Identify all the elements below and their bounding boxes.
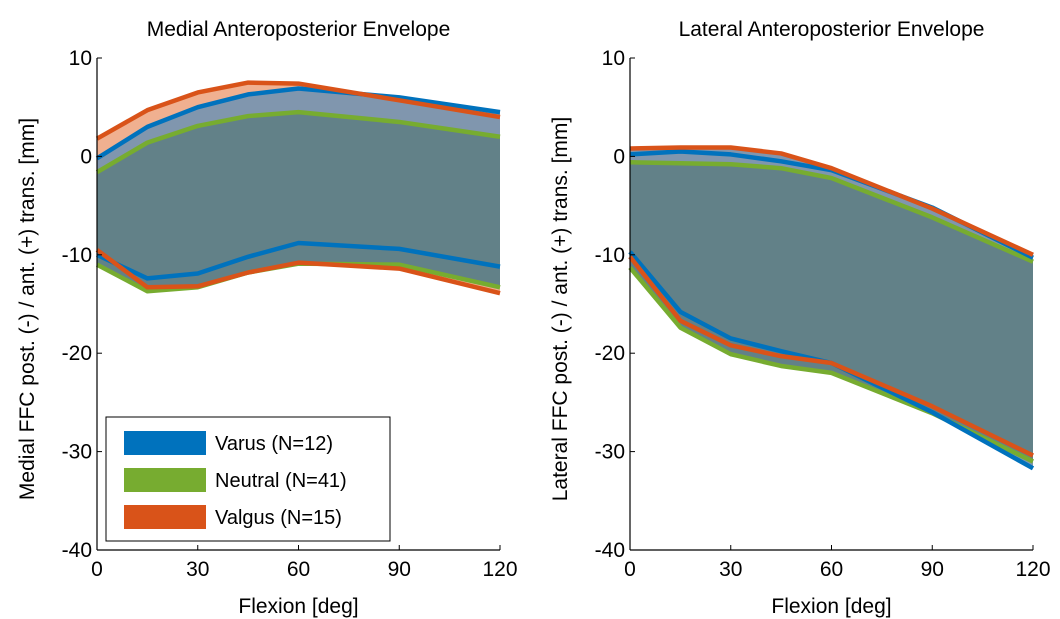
x-axis-label: Flexion [deg]	[771, 595, 891, 618]
legend-entry: Neutral (N=41)	[215, 470, 347, 492]
series-line-valgus-upper	[629, 145, 1034, 257]
y-tick-label: -40	[595, 539, 625, 562]
x-tick-label: 0	[91, 558, 103, 581]
x-tick-label: 0	[624, 558, 636, 581]
y-axis-label: Lateral FFC post. (-) / ant. (+) trans. …	[549, 117, 572, 502]
series-line-varus-lower	[628, 250, 1035, 471]
lateral-envelope-chart: 0 30 60 90 120 10 0 -10 -20 -30 -40 Lateral Anterop…	[549, 18, 1051, 618]
legend-swatch-varus	[124, 431, 206, 455]
envelope-fill-neutral	[97, 112, 500, 292]
x-axis-label: Flexion [deg]	[238, 595, 358, 618]
x-tick-label: 60	[287, 558, 310, 581]
y-tick-label: 10	[69, 47, 92, 70]
y-tick-label: -40	[62, 539, 92, 562]
x-tick-label: 30	[186, 558, 209, 581]
series-line-varus-lower	[96, 240, 501, 281]
series-line-neutral-upper	[95, 109, 501, 175]
series-line-neutral-upper	[629, 160, 1034, 264]
y-tick-label: -30	[62, 441, 92, 464]
x-tick-label: 120	[482, 558, 517, 581]
x-tick-label: 120	[1015, 558, 1050, 581]
series-line-valgus-lower	[95, 248, 501, 296]
envelope-fill-neutral	[630, 162, 1033, 462]
y-tick-label: 10	[602, 47, 625, 70]
y-tick-label: -30	[595, 441, 625, 464]
series-line-varus-upper	[95, 86, 501, 161]
y-tick-label: 0	[613, 145, 625, 168]
y-tick-label: -20	[595, 342, 625, 365]
legend-entry: Varus (N=12)	[215, 433, 333, 455]
y-tick-label: -10	[62, 244, 92, 267]
y-tick-label: -10	[595, 244, 625, 267]
y-tick-label: -20	[62, 342, 92, 365]
medial-envelope-chart: 0 30 60 90 120 10 0 -10 -20 -30 -40 Medial Anteropo…	[16, 18, 518, 618]
legend-swatch-valgus	[124, 505, 206, 529]
legend-swatch-neutral	[124, 468, 206, 492]
x-tick-label: 30	[719, 558, 742, 581]
y-tick-label: 0	[80, 145, 92, 168]
chart-title: Medial Anteroposterior Envelope	[147, 18, 451, 41]
x-tick-label: 90	[921, 558, 944, 581]
y-axis-label: Medial FFC post. (-) / ant. (+) trans. […	[16, 118, 39, 500]
x-tick-label: 60	[820, 558, 843, 581]
legend-entry: Valgus (N=15)	[215, 507, 342, 529]
x-tick-label: 90	[388, 558, 411, 581]
legend: Varus (N=12) Neutral (N=41) Valgus (N=15)	[105, 416, 391, 542]
series-line-valgus-upper	[95, 80, 501, 141]
chart-title: Lateral Anteroposterior Envelope	[679, 18, 985, 41]
series-line-valgus-lower	[628, 255, 1034, 458]
